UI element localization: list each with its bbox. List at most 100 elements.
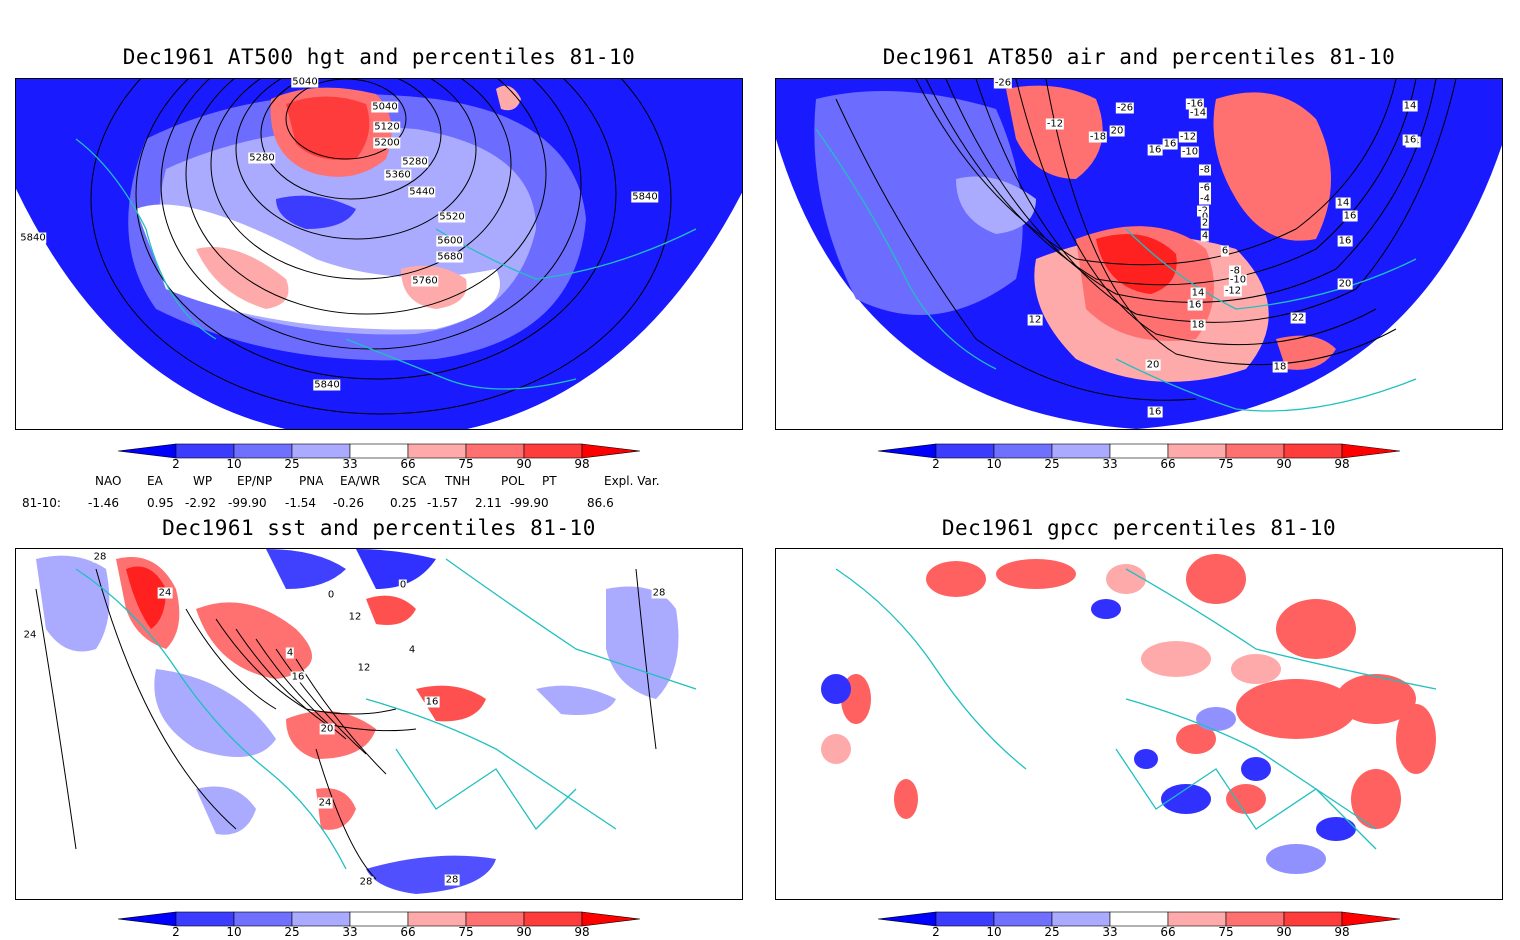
contour-label: 0 <box>1200 211 1210 223</box>
index-header: EA <box>147 474 163 488</box>
cbar-tick: 2 <box>932 925 940 939</box>
colorbar-swatch <box>1167 443 1227 459</box>
contour-label: 4 <box>407 644 417 656</box>
colorbar-bottom-left <box>117 911 641 927</box>
colorbar-swatch <box>877 911 937 927</box>
cbar-tick: 10 <box>226 925 242 939</box>
cbar-tick: 75 <box>458 457 474 471</box>
contour-label: 16 <box>1147 406 1163 418</box>
index-value: -99.90 <box>228 496 267 510</box>
cbar-tick: 66 <box>1160 925 1176 939</box>
contour-label: 16 <box>290 671 306 683</box>
cbar-tick: 10 <box>986 457 1002 471</box>
colorbar-swatch <box>175 443 235 459</box>
cbar-tick: 90 <box>516 925 532 939</box>
panel-title-sst: Dec1961 sst and percentiles 81-10 <box>162 516 596 540</box>
contour-label: -12 <box>1178 131 1198 143</box>
colorbar-swatch <box>291 443 351 459</box>
colorbar-top-right <box>877 443 1401 459</box>
contour-label: 5360 <box>384 169 412 181</box>
colorbar-swatch <box>1167 911 1227 927</box>
contour-label: 5680 <box>436 251 464 263</box>
contour-label: 20 <box>1109 125 1125 137</box>
contour-label: 24 <box>157 587 173 599</box>
index-header: EP/NP <box>237 474 273 488</box>
contour-label: 5600 <box>436 235 464 247</box>
contour-label: 18 <box>1272 361 1288 373</box>
index-header: NAO <box>95 474 122 488</box>
cbar-tick: 25 <box>284 457 300 471</box>
map-panel-gpcc <box>775 548 1503 900</box>
cbar-tick: 98 <box>1334 457 1350 471</box>
contour-label: 14 <box>1335 197 1351 209</box>
colorbar-swatch <box>581 443 641 459</box>
contour-label: 16 <box>424 696 440 708</box>
colorbar-top-left <box>117 443 641 459</box>
cbar-tick: 66 <box>400 925 416 939</box>
contour-label: 2 <box>1200 217 1210 229</box>
contour-label: 5520 <box>438 211 466 223</box>
contour-label: -8 <box>1199 164 1211 176</box>
contour-label: 5760 <box>411 275 439 287</box>
cbar-tick: 66 <box>1160 457 1176 471</box>
index-value: -99.90 <box>510 496 549 510</box>
teleconnection-index-table: NAO EA WP EP/NP PNA EA/WR SCA TNH POL PT… <box>15 474 735 514</box>
contour-label: 12 <box>347 611 363 623</box>
contour-label: 28 <box>358 876 374 888</box>
contour-label: 22 <box>1290 312 1306 324</box>
contour-label: 16 <box>1147 144 1163 156</box>
contour-label: 0 <box>398 579 408 591</box>
index-value: 86.6 <box>587 496 614 510</box>
contour-label: 14 <box>1190 287 1206 299</box>
colorbar-swatch <box>1341 443 1401 459</box>
index-header: TNH <box>445 474 471 488</box>
contour-label: 5040 <box>291 76 319 88</box>
cbar-tick: 25 <box>1044 925 1060 939</box>
cbar-tick: 98 <box>574 925 590 939</box>
colorbar-swatch <box>407 443 467 459</box>
colorbar-swatch <box>1051 911 1111 927</box>
contour-label: 5840 <box>313 379 341 391</box>
contour-label: 5040 <box>371 101 399 113</box>
index-header: Expl. Var. <box>604 474 660 488</box>
cbar-tick: 98 <box>574 457 590 471</box>
contour-label: -12 <box>1223 285 1243 297</box>
contour-label: -16 <box>1185 98 1205 110</box>
cbar-tick: 10 <box>226 457 242 471</box>
contour-label: 4 <box>285 647 295 659</box>
index-value: -1.54 <box>285 496 317 510</box>
contour-label: -8 <box>1229 265 1241 277</box>
colorbar-swatch <box>1283 443 1343 459</box>
colorbar-swatch <box>523 443 583 459</box>
cbar-tick: 33 <box>342 925 358 939</box>
colorbar-swatch <box>935 911 995 927</box>
panel-title-air: Dec1961 AT850 air and percentiles 81-10 <box>882 45 1396 69</box>
colorbar-swatch <box>877 443 937 459</box>
contour-label: 16 <box>1337 235 1353 247</box>
colorbar-swatch <box>117 443 177 459</box>
cbar-tick: 66 <box>400 457 416 471</box>
colorbar-swatch <box>1341 911 1401 927</box>
contour-label: -18 <box>1088 131 1108 143</box>
cbar-tick: 2 <box>172 457 180 471</box>
colorbar-labels-bottom-left: 2 10 25 33 66 75 90 98 <box>113 925 713 939</box>
index-value: 2.11 <box>475 496 502 510</box>
contour-label: 20 <box>1145 359 1161 371</box>
cbar-tick: 25 <box>284 925 300 939</box>
colorbar-swatch <box>233 911 293 927</box>
cbar-tick: 2 <box>932 457 940 471</box>
index-header: EA/WR <box>340 474 381 488</box>
contour-label: 5200 <box>373 137 401 149</box>
cbar-tick: 2 <box>172 925 180 939</box>
cbar-tick: 33 <box>342 457 358 471</box>
colorbar-bottom-right <box>877 911 1401 927</box>
contour-label: 20 <box>319 723 335 735</box>
contour-label: 0 <box>326 589 336 601</box>
colorbar-swatch <box>581 911 641 927</box>
colorbar-swatch <box>1225 911 1285 927</box>
contour-label: 20 <box>1337 278 1353 290</box>
contour-label: -12 <box>1045 118 1065 130</box>
cbar-tick: 90 <box>1276 925 1292 939</box>
contour-label: 6 <box>1220 245 1230 257</box>
contour-label: 28 <box>444 874 460 886</box>
